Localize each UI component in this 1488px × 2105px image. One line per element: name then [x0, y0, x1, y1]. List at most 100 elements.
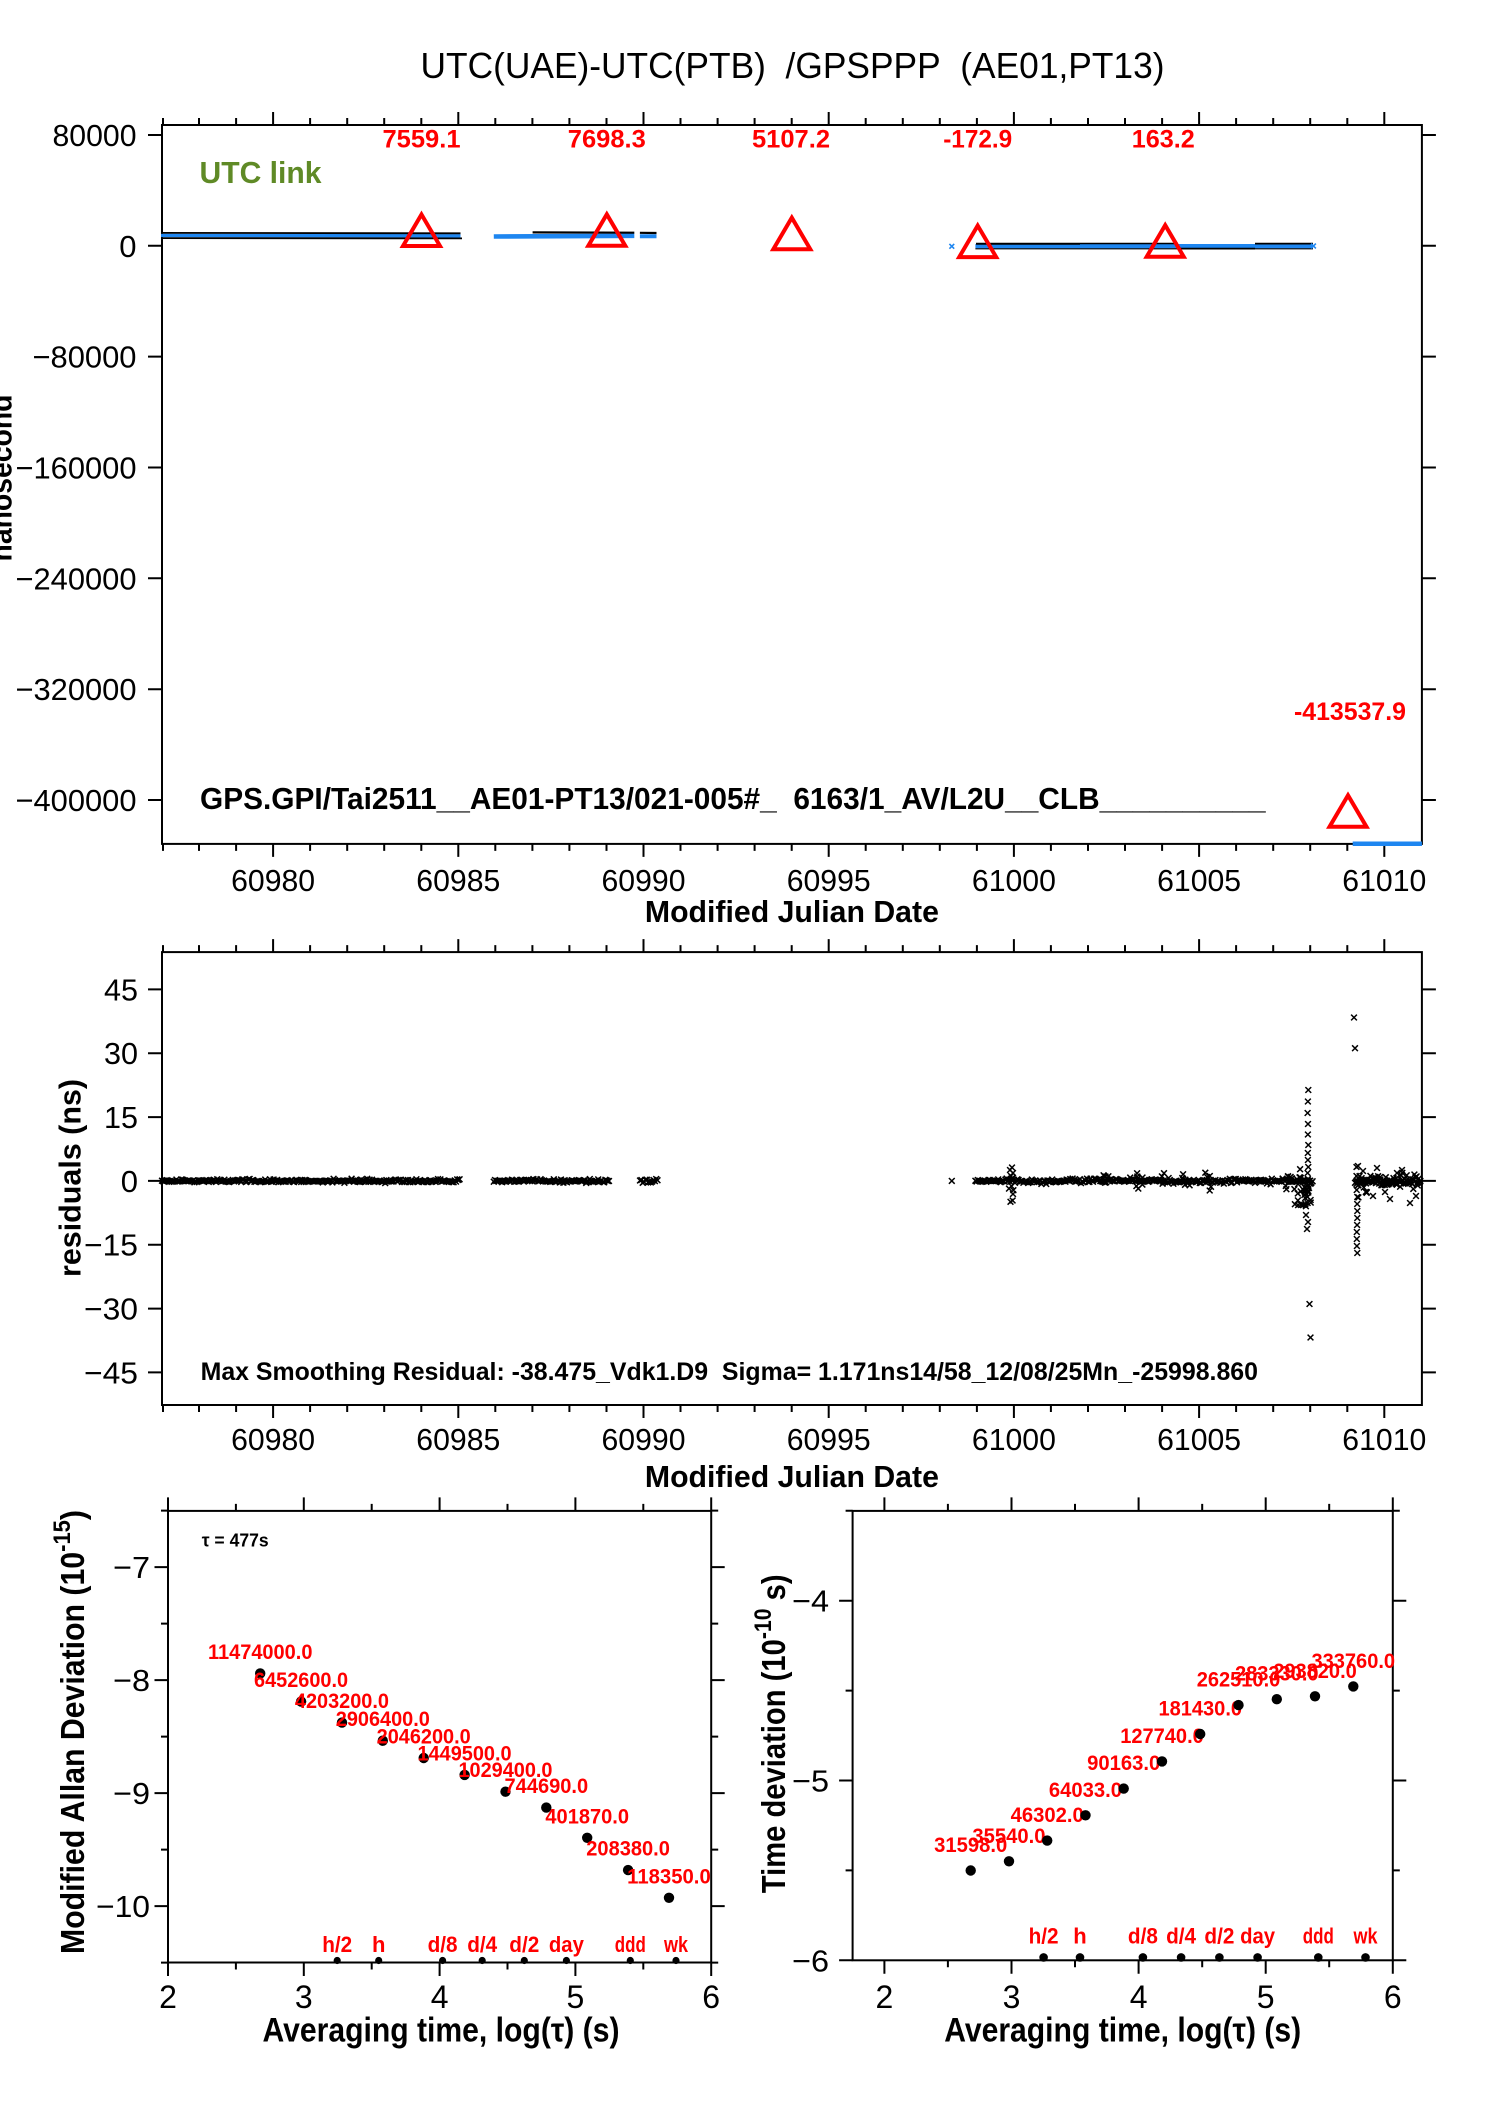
svg-text:60980: 60980	[231, 1422, 315, 1457]
svg-text:5: 5	[567, 1979, 585, 2015]
svg-text:3: 3	[295, 1979, 313, 2015]
svg-text:60985: 60985	[416, 863, 500, 898]
svg-text:h/2: h/2	[322, 1932, 352, 1957]
svg-text:262510.0: 262510.0	[1197, 1669, 1281, 1692]
svg-text:118350.0: 118350.0	[627, 1865, 711, 1888]
svg-text:ddd: ddd	[1303, 1923, 1334, 1948]
svg-text:UTC(UAE)-UTC(PTB) /GPSPPP (A: UTC(UAE)-UTC(PTB) /GPSPPP (AE01,PT13)	[421, 45, 1165, 86]
svg-text:1449500.0: 1449500.0	[418, 1742, 512, 1765]
svg-text:-413537.9: -413537.9	[1294, 698, 1406, 726]
svg-text:Modified Julian Date: Modified Julian Date	[645, 894, 939, 929]
svg-text:−9: −9	[113, 1776, 150, 1811]
svg-text:h/2: h/2	[1029, 1923, 1059, 1948]
svg-text:0: 0	[119, 229, 136, 264]
svg-text:401870.0: 401870.0	[545, 1805, 629, 1828]
svg-text:744690.0: 744690.0	[505, 1775, 589, 1798]
svg-text:60990: 60990	[602, 1422, 686, 1457]
svg-text:Modified Allan Deviation (10-1: Modified Allan Deviation (10-15)	[49, 1510, 91, 1954]
svg-text:61000: 61000	[972, 1422, 1056, 1457]
svg-text:2046200.0: 2046200.0	[377, 1725, 471, 1748]
svg-text:d/2: d/2	[1204, 1923, 1234, 1948]
svg-text:6: 6	[702, 1979, 720, 2015]
svg-text:2: 2	[876, 1979, 894, 2015]
svg-text:−160000: −160000	[16, 450, 137, 485]
svg-text:64033.0: 64033.0	[1049, 1779, 1122, 1802]
svg-text:31598.0: 31598.0	[934, 1834, 1007, 1857]
svg-text:−240000: −240000	[16, 561, 137, 596]
svg-text:333760.0: 333760.0	[1311, 1650, 1395, 1673]
svg-text:60990: 60990	[602, 863, 686, 898]
svg-text:61000: 61000	[972, 863, 1056, 898]
svg-text:nanosecond: nanosecond	[0, 395, 18, 562]
svg-text:60995: 60995	[787, 1422, 871, 1457]
svg-text:d/8: d/8	[1128, 1923, 1158, 1948]
svg-text:90163.0: 90163.0	[1087, 1752, 1160, 1775]
svg-text:7559.1: 7559.1	[383, 126, 461, 154]
svg-text:4203200.0: 4203200.0	[295, 1690, 389, 1713]
svg-text:d/2: d/2	[509, 1932, 539, 1957]
svg-text:0: 0	[121, 1164, 138, 1199]
svg-text:5: 5	[1257, 1979, 1275, 2015]
svg-text:60985: 60985	[416, 1422, 500, 1457]
svg-text:61010: 61010	[1342, 863, 1426, 898]
svg-text:residuals (ns): residuals (ns)	[53, 1079, 88, 1277]
svg-text:208380.0: 208380.0	[586, 1838, 670, 1861]
svg-text:1029400.0: 1029400.0	[458, 1759, 552, 1782]
svg-text:7698.3: 7698.3	[568, 126, 646, 154]
svg-text:−6: −6	[792, 1943, 829, 1978]
svg-text:60995: 60995	[787, 863, 871, 898]
svg-text:Averaging time, log(τ) (s): Averaging time, log(τ) (s)	[263, 2012, 620, 2050]
svg-text:293820.0: 293820.0	[1273, 1660, 1357, 1683]
svg-text:−4: −4	[792, 1584, 829, 1619]
svg-text:−8: −8	[113, 1663, 150, 1698]
svg-text:15: 15	[104, 1100, 138, 1135]
svg-text:30: 30	[104, 1036, 138, 1071]
svg-text:6452600.0: 6452600.0	[254, 1669, 348, 1692]
svg-text:−10: −10	[96, 1889, 150, 1924]
svg-text:h: h	[1073, 1923, 1086, 1948]
svg-text:6: 6	[1384, 1979, 1402, 2015]
svg-text:-172.9: -172.9	[943, 126, 1012, 154]
svg-text:11474000.0: 11474000.0	[208, 1641, 313, 1664]
svg-text:UTC link: UTC link	[200, 155, 323, 190]
svg-text:80000: 80000	[53, 118, 137, 153]
svg-text:d/8: d/8	[428, 1932, 458, 1957]
svg-text:4: 4	[1130, 1979, 1148, 2015]
svg-text:35540.0: 35540.0	[972, 1825, 1045, 1848]
svg-text:−80000: −80000	[33, 340, 137, 375]
svg-text:45: 45	[104, 972, 138, 1007]
svg-text:−45: −45	[84, 1355, 138, 1390]
svg-text:d/4: d/4	[467, 1932, 498, 1957]
svg-text:60980: 60980	[231, 863, 315, 898]
svg-text:−7: −7	[113, 1550, 150, 1585]
svg-text:wk: wk	[663, 1932, 688, 1957]
svg-text:283330.0: 283330.0	[1235, 1663, 1319, 1686]
svg-text:163.2: 163.2	[1132, 126, 1195, 154]
svg-text:61005: 61005	[1157, 1422, 1241, 1457]
svg-text:Modified Julian Date: Modified Julian Date	[645, 1459, 939, 1494]
svg-text:ddd: ddd	[615, 1932, 646, 1957]
svg-text:Max Smoothing Residual: -38.47: Max Smoothing Residual: -38.475_Vdk1.D9 …	[201, 1358, 1258, 1386]
svg-text:4: 4	[431, 1979, 449, 2015]
svg-text:61010: 61010	[1342, 1422, 1426, 1457]
svg-text:−5: −5	[792, 1764, 829, 1799]
svg-text:−15: −15	[84, 1228, 138, 1263]
svg-text:day: day	[549, 1932, 585, 1957]
svg-text:Averaging time, log(τ) (s): Averaging time, log(τ) (s)	[944, 2012, 1301, 2050]
svg-text:−320000: −320000	[16, 672, 137, 707]
svg-text:61005: 61005	[1157, 863, 1241, 898]
svg-text:3: 3	[1003, 1979, 1021, 2015]
svg-text:−30: −30	[84, 1292, 138, 1327]
svg-text:2906400.0: 2906400.0	[336, 1708, 430, 1731]
svg-text:127740.0: 127740.0	[1120, 1725, 1204, 1748]
svg-text:5107.2: 5107.2	[752, 126, 830, 154]
svg-text:day: day	[1240, 1923, 1276, 1948]
svg-text:h: h	[372, 1932, 385, 1957]
svg-text:wk: wk	[1353, 1923, 1378, 1948]
svg-text:2: 2	[159, 1979, 177, 2015]
svg-text:d/4: d/4	[1166, 1923, 1197, 1948]
svg-text:46302.0: 46302.0	[1011, 1804, 1084, 1827]
svg-text:τ = 477s: τ = 477s	[202, 1530, 269, 1550]
svg-text:GPS.GPI/Tai2511__AE01-PT13/021: GPS.GPI/Tai2511__AE01-PT13/021-005#_ 616…	[200, 781, 1266, 816]
svg-text:−400000: −400000	[16, 783, 137, 818]
